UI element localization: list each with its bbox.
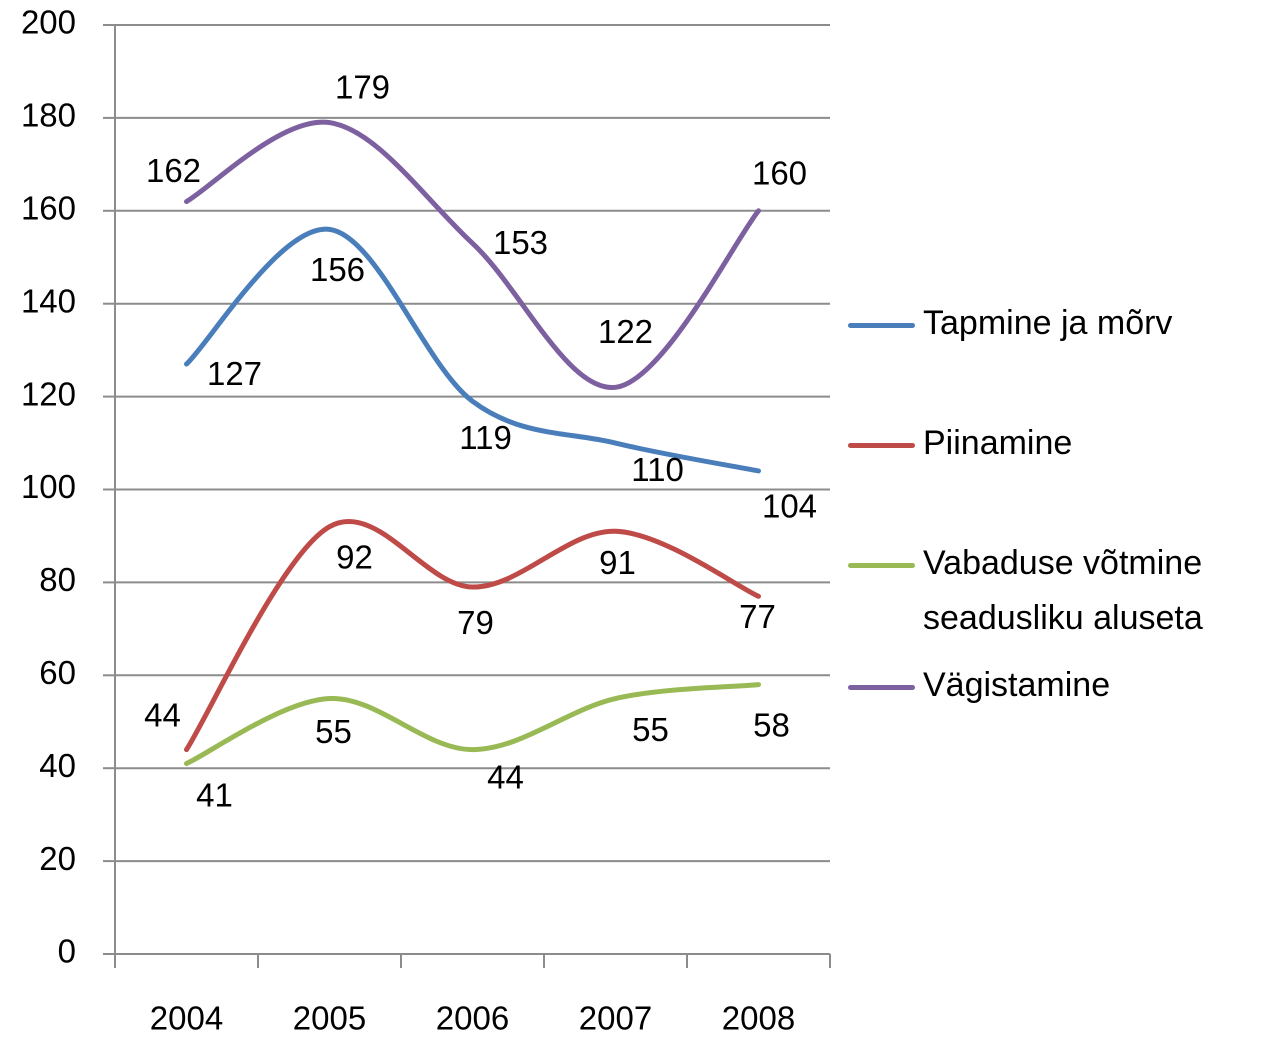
series-line	[184, 682, 761, 767]
data-label: 104	[762, 488, 817, 525]
data-label: 153	[493, 224, 548, 261]
data-label: 119	[459, 419, 512, 456]
legend-swatch	[848, 685, 915, 690]
data-label: 41	[196, 776, 233, 813]
data-label: 156	[310, 251, 365, 288]
series-line	[184, 119, 761, 390]
data-label: 92	[336, 538, 373, 575]
data-label: 127	[207, 355, 262, 392]
legend-item: Tapmine ja mõrv	[848, 303, 1258, 351]
y-tick-label: 180	[21, 97, 76, 134]
x-tick-label: 2006	[436, 1000, 509, 1037]
data-label: 179	[335, 68, 390, 105]
data-label: 44	[487, 758, 524, 795]
x-tick-label: 2005	[293, 1000, 366, 1037]
y-tick-label: 100	[21, 468, 76, 505]
legend-label: Vabaduse võtmine seadusliku aluseta	[923, 544, 1203, 637]
y-tick-label: 0	[58, 933, 76, 970]
data-label: 55	[315, 713, 352, 750]
legend-label: Tapmine ja mõrv	[923, 304, 1173, 342]
legend-swatch	[848, 443, 915, 448]
y-tick-label: 120	[21, 375, 76, 412]
legend-swatch	[848, 323, 915, 328]
data-label: 110	[631, 451, 684, 488]
data-label: 91	[599, 544, 636, 581]
legend-item: Piinamine	[848, 423, 1258, 471]
y-tick-label: 20	[39, 840, 76, 877]
series-line	[184, 518, 761, 753]
y-tick-label: 60	[39, 654, 76, 691]
data-label: 55	[632, 711, 669, 748]
data-label: 160	[752, 155, 807, 192]
y-tick-label: 80	[39, 561, 76, 598]
legend-item: Vägistamine	[848, 665, 1258, 713]
y-tick-label: 160	[21, 190, 76, 227]
data-label: 162	[146, 152, 201, 189]
series-line	[184, 226, 761, 474]
x-tick-label: 2007	[579, 1000, 652, 1037]
y-tick-label: 40	[39, 747, 76, 784]
legend-swatch	[848, 563, 915, 568]
x-tick-label: 2004	[150, 1000, 223, 1037]
legend-label: Piinamine	[923, 424, 1073, 462]
legend-item: Vabaduse võtmine seadusliku aluseta	[848, 543, 1258, 646]
y-tick-label: 140	[21, 282, 76, 319]
data-label: 122	[598, 313, 653, 350]
y-tick-label: 200	[21, 4, 76, 41]
data-label: 79	[457, 604, 494, 641]
x-tick-label: 2008	[722, 1000, 795, 1037]
data-label: 44	[144, 696, 181, 733]
data-label: 77	[739, 598, 776, 635]
data-label: 58	[753, 706, 790, 743]
legend-label: Vägistamine	[923, 666, 1111, 704]
